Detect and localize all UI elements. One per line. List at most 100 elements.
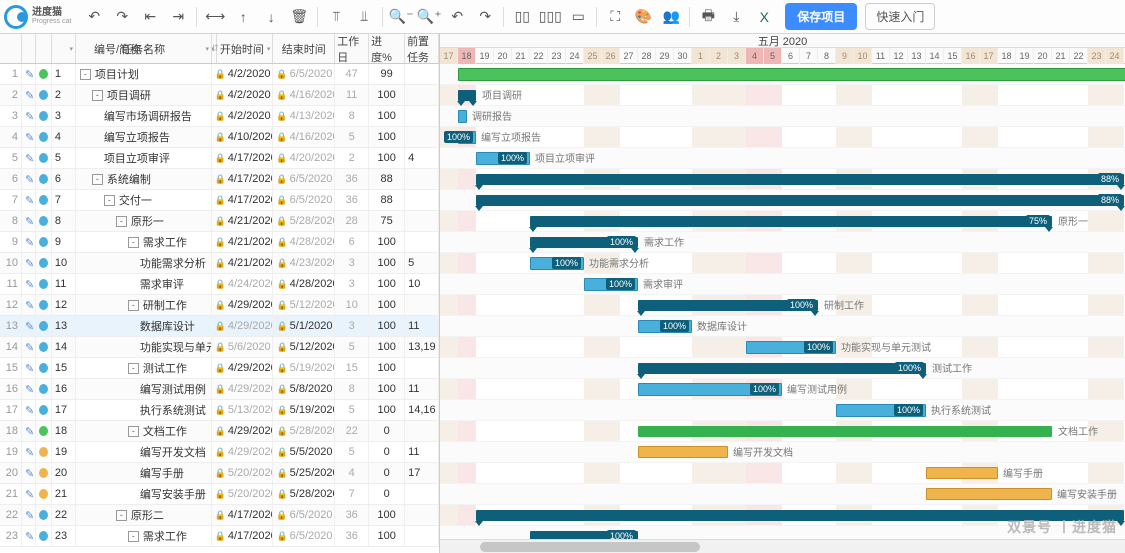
table-row[interactable]: 9✎9-需求工作🔒4/21/2020🔒4/28/20206100 [0, 232, 439, 253]
edit-icon[interactable]: ✎ [22, 463, 36, 483]
gantt-row[interactable]: 88% [440, 190, 1125, 211]
h-scroll-thumb[interactable] [480, 542, 700, 552]
col-id-label[interactable]: 编号/简称 [76, 34, 212, 63]
task-name[interactable]: 编写测试用例 [76, 379, 212, 399]
task-name[interactable]: -交付一 [76, 190, 212, 210]
tree-toggle-icon[interactable]: - [116, 510, 127, 521]
table-row[interactable]: 23✎23-需求工作🔒4/17/2020🔒6/5/202036100 [0, 526, 439, 547]
gantt-bar[interactable]: 编写手册 [926, 467, 998, 479]
task-name[interactable]: -原形一 [76, 211, 212, 231]
task-name[interactable]: -项目调研 [76, 85, 212, 105]
team-icon[interactable]: 👥 [658, 4, 684, 30]
zoom-out-icon[interactable]: 🔍⁻ [388, 4, 414, 30]
task-name[interactable]: 编写市场调研报告 [76, 106, 212, 126]
edit-icon[interactable]: ✎ [22, 337, 36, 357]
edit-icon[interactable]: ✎ [22, 211, 36, 231]
gantt-bar[interactable]: 100%执行系统测试 [836, 404, 926, 417]
edit-icon[interactable]: ✎ [22, 484, 36, 504]
edit-icon[interactable]: ✎ [22, 526, 36, 546]
edit-icon[interactable]: ✎ [22, 400, 36, 420]
move-down-icon[interactable]: ↓ [258, 4, 284, 30]
table-row[interactable]: 17✎17执行系统测试🔒5/13/2020🔒5/19/2020510014,16 [0, 400, 439, 421]
gantt-row[interactable]: 编写安装手册 [440, 484, 1125, 505]
task-name[interactable]: -原形二 [76, 505, 212, 525]
gantt-row[interactable]: 编写开发文档 [440, 442, 1125, 463]
gantt-bar[interactable]: 100%功能实现与单元测试 [746, 341, 836, 354]
gantt-bar[interactable]: 100%编写测试用例 [638, 383, 782, 396]
tree-toggle-icon[interactable]: - [80, 69, 91, 80]
task-name[interactable]: -文档工作 [76, 421, 212, 441]
gantt-bar[interactable]: 75%原形一 [530, 216, 1052, 227]
zoom-prev-icon[interactable]: ↶ [444, 4, 470, 30]
redo-icon[interactable]: ↷ [109, 4, 135, 30]
task-name[interactable]: 编写开发文档 [76, 442, 212, 462]
gantt-bar[interactable]: 调研报告 [458, 110, 467, 123]
gantt-bar[interactable]: 100%需求审评 [584, 278, 638, 291]
table-row[interactable]: 2✎2-项目调研🔒4/2/2020🔒4/16/202011100 [0, 85, 439, 106]
excel-icon[interactable]: X [751, 4, 777, 30]
gantt-bar[interactable] [476, 510, 1124, 521]
zoom-next-icon[interactable]: ↷ [472, 4, 498, 30]
gantt-bar[interactable]: 100%功能需求分析 [530, 257, 584, 270]
gantt-bar[interactable]: 100%编写立项报告 [458, 131, 476, 144]
gantt-row[interactable]: 99% [440, 64, 1125, 85]
edit-icon[interactable]: ✎ [22, 169, 36, 189]
undo-icon[interactable]: ↶ [81, 4, 107, 30]
edit-icon[interactable]: ✎ [22, 316, 36, 336]
table-row[interactable]: 1✎1-项目计划🔒4/2/2020🔒6/5/20204799 [0, 64, 439, 85]
table-row[interactable]: 12✎12-研制工作🔒4/29/2020🔒5/12/202010100 [0, 295, 439, 316]
outdent-icon[interactable]: ⇤ [137, 4, 163, 30]
task-name[interactable]: 需求审评 [76, 274, 212, 294]
edit-icon[interactable]: ✎ [22, 85, 36, 105]
gantt-row[interactable]: 100%需求工作 [440, 232, 1125, 253]
print-icon[interactable]: 🖶 [695, 4, 721, 30]
table-row[interactable]: 21✎21编写安装手册🔒5/20/2020🔒5/28/202070 [0, 484, 439, 505]
col-id[interactable] [52, 34, 76, 63]
gantt-row[interactable]: 100%执行系统测试 [440, 400, 1125, 421]
table-row[interactable]: 15✎15-测试工作🔒4/29/2020🔒5/19/202015100 [0, 358, 439, 379]
table-row[interactable]: 16✎16编写测试用例🔒4/29/2020🔒5/8/2020810011 [0, 379, 439, 400]
indent-icon[interactable]: ⇥ [165, 4, 191, 30]
gantt-row[interactable]: 100%研制工作 [440, 295, 1125, 316]
edit-icon[interactable]: ✎ [22, 64, 36, 84]
gantt-bar[interactable]: 99% [458, 68, 1125, 81]
layout3-icon[interactable]: ▭ [565, 4, 591, 30]
edit-icon[interactable]: ✎ [22, 421, 36, 441]
save-project-button[interactable]: 保存项目 [785, 3, 857, 30]
edit-icon[interactable]: ✎ [22, 232, 36, 252]
task-name[interactable]: 编写立项报告 [76, 127, 212, 147]
gantt-bar[interactable]: 文档工作 [638, 426, 1052, 437]
table-row[interactable]: 5✎5项目立项审评🔒4/17/2020🔒4/20/202021004 [0, 148, 439, 169]
zoom-in-icon[interactable]: 🔍⁺ [416, 4, 442, 30]
edit-icon[interactable]: ✎ [22, 190, 36, 210]
tree-toggle-icon[interactable]: - [92, 174, 103, 185]
link-left-icon[interactable]: ⟷ [202, 4, 228, 30]
task-name[interactable]: 编写手册 [76, 463, 212, 483]
gantt-row[interactable]: 100%编写测试用例 [440, 379, 1125, 400]
table-row[interactable]: 18✎18-文档工作🔒4/29/2020🔒5/28/2020220 [0, 421, 439, 442]
tree-toggle-icon[interactable]: - [128, 426, 139, 437]
table-row[interactable]: 19✎19编写开发文档🔒4/29/2020🔒5/5/20205011 [0, 442, 439, 463]
gantt-bar[interactable]: 100%需求工作 [530, 237, 638, 248]
gantt-bar[interactable]: 100%项目立项审评 [476, 152, 530, 165]
tree-toggle-icon[interactable]: - [92, 90, 103, 101]
gantt-bar[interactable]: 100%研制工作 [638, 300, 818, 311]
task-name[interactable]: 编写安装手册 [76, 484, 212, 504]
gantt-row[interactable]: 100%需求审评 [440, 274, 1125, 295]
quickstart-button[interactable]: 快速入门 [865, 3, 935, 30]
table-row[interactable]: 20✎20编写手册🔒5/20/2020🔒5/25/20204017 [0, 463, 439, 484]
edit-icon[interactable]: ✎ [22, 358, 36, 378]
align-top-icon[interactable]: ⫪ [323, 4, 349, 30]
table-row[interactable]: 8✎8-原形一🔒4/21/2020🔒5/28/20202875 [0, 211, 439, 232]
table-row[interactable]: 11✎11需求审评🔒4/24/2020🔒4/28/2020310010 [0, 274, 439, 295]
tree-toggle-icon[interactable]: - [128, 237, 139, 248]
edit-icon[interactable]: ✎ [22, 148, 36, 168]
task-name[interactable]: -测试工作 [76, 358, 212, 378]
table-row[interactable]: 13✎13数据库设计🔒4/29/2020🔒5/1/2020310011 [0, 316, 439, 337]
task-name[interactable]: 功能实现与单元 [76, 337, 212, 357]
gantt-row[interactable] [440, 505, 1125, 526]
table-row[interactable]: 6✎6-系统编制🔒4/17/2020🔒6/5/20203688 [0, 169, 439, 190]
delete-icon[interactable]: 🗑 [286, 4, 312, 30]
gantt-bar[interactable]: 编写安装手册 [926, 488, 1052, 500]
gantt-row[interactable]: 100%功能需求分析 [440, 253, 1125, 274]
